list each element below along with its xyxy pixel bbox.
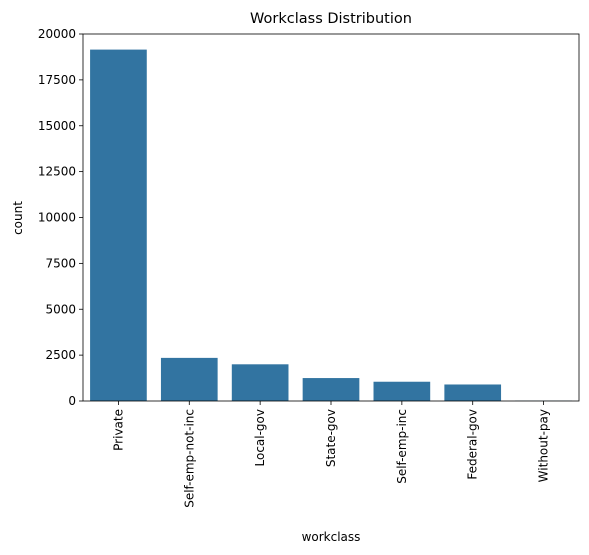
y-tick-label: 12500 [38,165,76,179]
x-tick-label: State-gov [324,409,338,467]
bar-self-emp-not-inc [160,357,218,401]
bar-local-gov [231,364,289,401]
y-axis-label: count [11,201,25,235]
y-tick-label: 5000 [45,302,76,316]
y-tick-label: 17500 [38,73,76,87]
y-tick-label: 7500 [45,256,76,270]
x-axis-ticks: Private Self-emp-not-inc Local-gov State-go… [111,401,551,508]
x-tick-label: Local-gov [253,409,267,467]
x-tick-label: Private [111,409,125,451]
plot-frame [82,33,580,402]
x-axis-label: workclass [302,530,361,544]
bar-federal-gov [444,384,502,401]
bars-group [90,49,572,401]
y-tick-label: 15000 [38,119,76,133]
x-tick-label: Federal-gov [466,409,480,480]
chart-title: Workclass Distribution [250,11,412,27]
y-tick-label: 20000 [38,27,76,41]
y-tick-label: 10000 [38,211,76,225]
bar-state-gov [302,378,360,401]
y-tick-label: 0 [68,394,76,408]
bar-private [90,49,147,401]
x-tick-label: Self-emp-not-inc [182,409,196,508]
y-tick-label: 2500 [45,348,76,362]
y-axis-ticks: 0 2500 5000 7500 10000 12500 15000 17500 20000 [38,27,83,408]
x-tick-label: Without-pay [537,409,551,482]
x-tick-label: Self-emp-inc [395,409,409,484]
bar-self-emp-inc [373,381,431,401]
